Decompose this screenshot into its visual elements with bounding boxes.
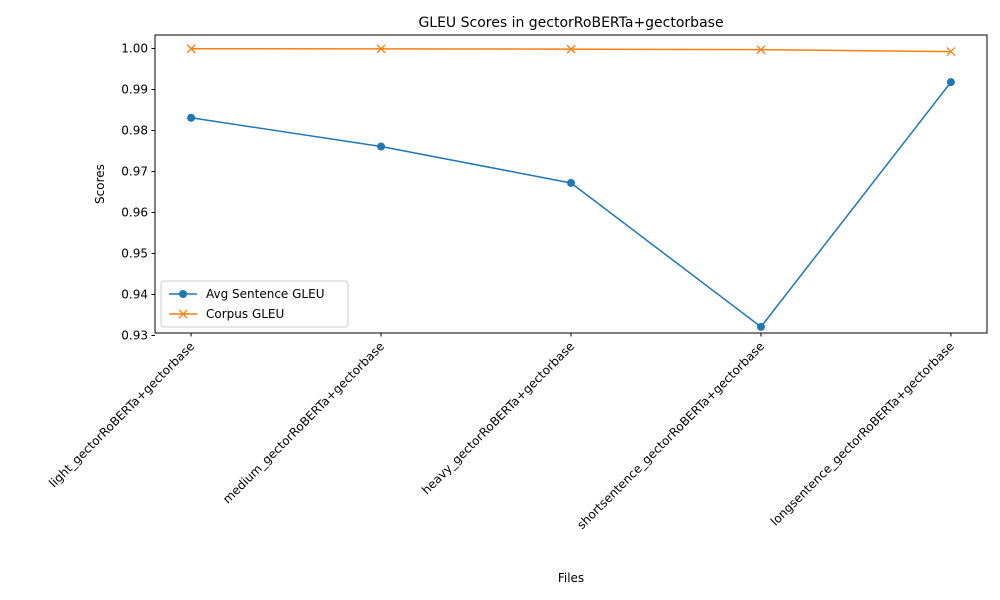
- data-point: [187, 113, 196, 122]
- x-tick-label: longsentence_gectorRoBERTa+gectorbase: [768, 339, 957, 528]
- legend-label: Corpus GLEU: [206, 307, 284, 321]
- x-tick-label: heavy_gectorRoBERTa+gectorbase: [419, 339, 577, 497]
- data-point: [946, 47, 956, 57]
- data-point: [376, 44, 386, 54]
- x-tick-label: light_gectorRoBERTa+gectorbase: [46, 339, 197, 490]
- series-1: [186, 44, 956, 57]
- legend-marker: [179, 290, 187, 298]
- data-point: [756, 45, 766, 55]
- y-tick-label: 0.95: [121, 246, 148, 260]
- legend-label: Avg Sentence GLEU: [206, 287, 324, 301]
- series-0: [187, 78, 955, 331]
- legend-item: Corpus GLEU: [169, 307, 284, 321]
- x-axis: light_gectorRoBERTa+gectorbase medium_gec…: [46, 333, 957, 532]
- x-tick-label: medium_gectorRoBERTa+gectorbase: [220, 339, 387, 506]
- y-tick-label: 0.94: [121, 287, 148, 301]
- data-point: [566, 44, 576, 54]
- legend-box: [160, 280, 349, 328]
- series-layer: [186, 44, 956, 331]
- legend-marker: [178, 309, 188, 319]
- data-point: [756, 322, 765, 331]
- y-axis-label: Scores: [93, 164, 107, 204]
- x-tick-label: shortsentence_gectorRoBERTa+gectorbase: [574, 339, 767, 532]
- y-tick-label: 1.00: [121, 42, 148, 56]
- data-point: [946, 78, 955, 87]
- y-tick-label: 0.93: [121, 328, 148, 342]
- y-axis: 0.93 0.94 0.95 0.96 0.97 0.98 0.99 1.00: [121, 42, 155, 342]
- y-tick-label: 0.97: [121, 164, 148, 178]
- data-point: [567, 178, 575, 187]
- legend-item: Avg Sentence GLEU: [169, 287, 324, 301]
- data-point: [377, 142, 386, 151]
- y-tick-label: 0.96: [121, 205, 148, 219]
- y-tick-label: 0.99: [121, 83, 148, 97]
- x-axis-label: Files: [558, 571, 584, 585]
- chart-title: GLEU Scores in gectorRoBERTa+gectorbase: [418, 15, 723, 31]
- data-point: [186, 44, 196, 54]
- y-tick-label: 0.98: [121, 124, 148, 138]
- legend: Avg Sentence GLEU Corpus GLEU: [160, 280, 349, 328]
